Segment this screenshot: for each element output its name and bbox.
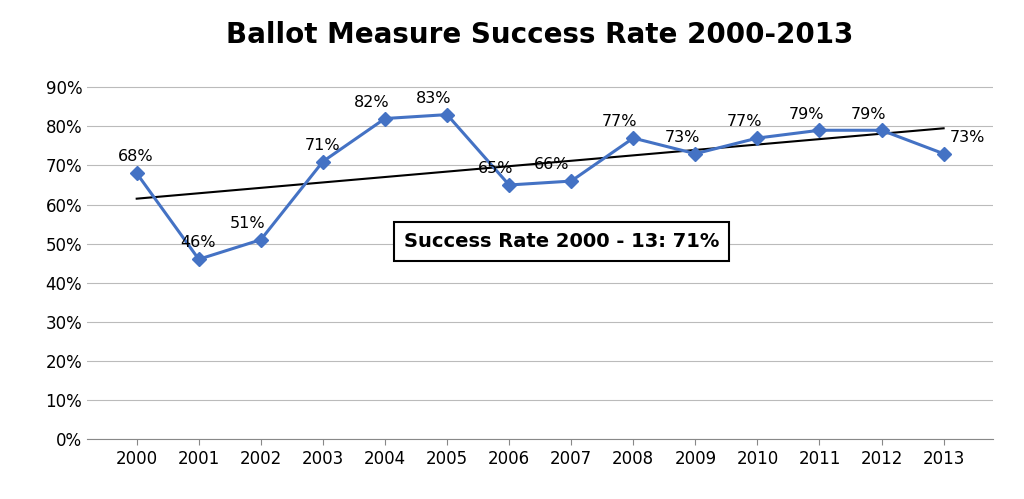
Text: 68%: 68% xyxy=(118,149,154,164)
Text: 82%: 82% xyxy=(354,95,389,110)
Text: Success Rate 2000 - 13: 71%: Success Rate 2000 - 13: 71% xyxy=(403,232,719,251)
Text: 51%: 51% xyxy=(229,216,265,231)
Text: 79%: 79% xyxy=(851,107,886,122)
Text: 71%: 71% xyxy=(304,138,340,153)
Title: Ballot Measure Success Rate 2000-2013: Ballot Measure Success Rate 2000-2013 xyxy=(226,21,854,49)
Text: 77%: 77% xyxy=(726,114,762,129)
Text: 73%: 73% xyxy=(665,130,699,145)
Text: 83%: 83% xyxy=(416,91,452,106)
Text: 73%: 73% xyxy=(950,130,985,145)
Text: 66%: 66% xyxy=(534,158,569,173)
Text: 46%: 46% xyxy=(180,235,216,250)
Text: 65%: 65% xyxy=(478,161,514,176)
Text: 79%: 79% xyxy=(788,107,824,122)
Text: 77%: 77% xyxy=(602,114,638,129)
